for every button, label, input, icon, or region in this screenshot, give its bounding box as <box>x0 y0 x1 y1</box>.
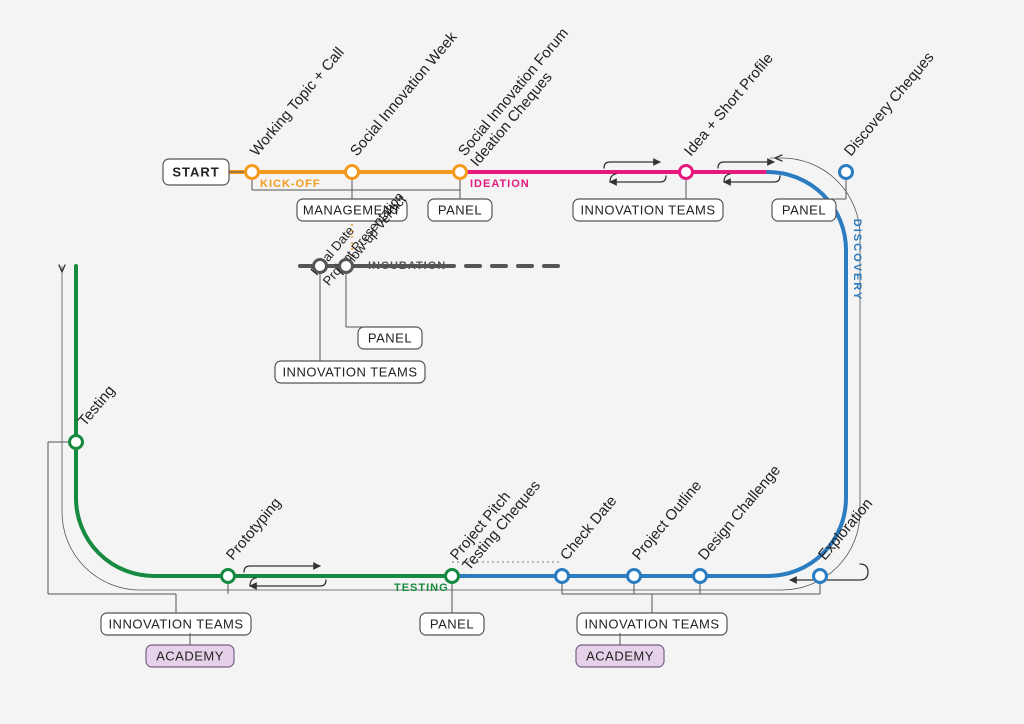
outer-thin-loop <box>62 158 860 590</box>
node <box>70 436 83 449</box>
phase-label-testing: TESTING <box>394 582 449 594</box>
node <box>680 166 693 179</box>
diag-label: Working Topic + Call <box>247 44 348 160</box>
pill-label-bottom-2: INNOVATION TEAMS <box>584 616 719 631</box>
node <box>556 570 569 583</box>
phase-label-ideation: IDEATION <box>470 178 530 190</box>
node <box>454 166 467 179</box>
node <box>314 260 327 273</box>
node <box>246 166 259 179</box>
diag-label: Social Innovation Forum <box>455 25 572 160</box>
node <box>446 570 459 583</box>
pill-label-top-2: INNOVATION TEAMS <box>580 202 715 217</box>
node <box>840 166 853 179</box>
pill-label-inc-0: PANEL <box>368 330 412 345</box>
diag-label: Design Challenge <box>695 462 784 564</box>
diag-label: Discovery Cheques <box>841 49 938 160</box>
start-label: START <box>172 164 219 179</box>
phase-label-kick-off: KICK-OFF <box>260 178 321 190</box>
pill-label-inc-1: INNOVATION TEAMS <box>282 364 417 379</box>
pill-label-bottom-1: PANEL <box>430 616 474 631</box>
node <box>222 570 235 583</box>
diag-label: Prototyping <box>223 495 285 564</box>
node <box>340 260 353 273</box>
diag-label: Check Date <box>557 493 620 564</box>
diag-label: Social Innovation Week <box>347 28 461 159</box>
node <box>628 570 641 583</box>
pill-label-academy-0: ACADEMY <box>156 648 224 663</box>
diag-label: Idea + Short Profile <box>681 50 777 160</box>
phase-label-discovery: DISCOVERY <box>851 219 863 301</box>
node <box>814 570 827 583</box>
pill-label-top-3: PANEL <box>782 202 826 217</box>
node <box>346 166 359 179</box>
diag-label: Project Outline <box>629 477 705 563</box>
phase-label-incubation: INCUBATION <box>368 260 446 272</box>
pill-label-bottom-0: INNOVATION TEAMS <box>108 616 243 631</box>
pill-label-top-1: PANEL <box>438 202 482 217</box>
node <box>694 570 707 583</box>
pill-label-academy-1: ACADEMY <box>586 648 654 663</box>
diag-label: Testing <box>75 382 119 429</box>
